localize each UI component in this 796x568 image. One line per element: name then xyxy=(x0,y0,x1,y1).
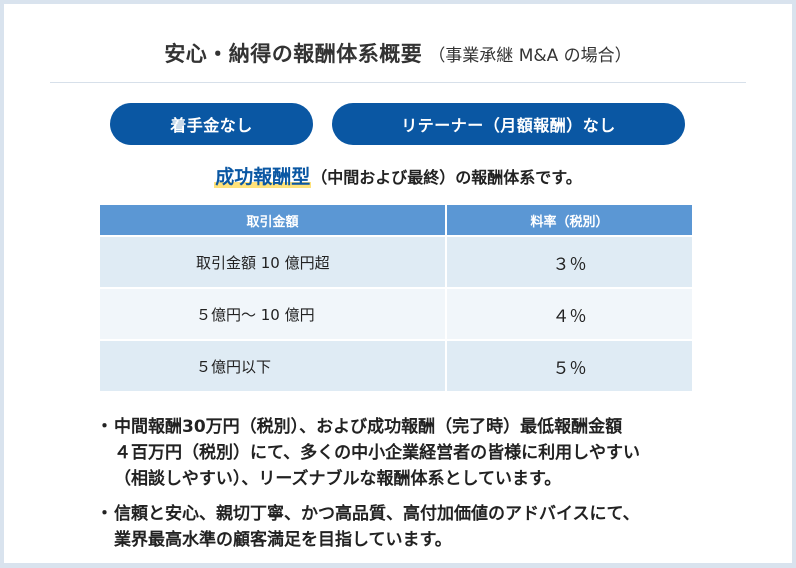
fee-type-rest: （中間および最終）の報酬体系です。 xyxy=(311,168,582,187)
rate-cell: ３％ xyxy=(447,237,692,287)
pill-label: リテーナー（月額報酬）なし xyxy=(401,116,616,135)
note-item: ・ 中間報酬30万円（税別）、および成功報酬（完了時）最低報酬金額 ４百万円（税… xyxy=(96,414,736,492)
pill-label: 着手金なし xyxy=(170,116,253,135)
note-line: 業界最高水準の顧客満足を目指しています。 xyxy=(114,530,452,550)
title-divider xyxy=(50,82,746,83)
amount-cell: ５億円～ 10 億円 xyxy=(100,289,445,339)
rate-cell: ４％ xyxy=(447,289,692,339)
no-initial-fee-badge: 着手金なし xyxy=(110,103,313,145)
fee-type-statement: 成功報酬型（中間および最終）の報酬体系です。 xyxy=(4,162,792,189)
bullet-icon: ・ xyxy=(96,417,113,437)
column-header-amount: 取引金額 xyxy=(100,205,445,235)
rate-cell: ５％ xyxy=(447,341,692,391)
table-row: 取引金額 10 億円超 ３％ xyxy=(100,237,692,287)
fee-rate-table: 取引金額 料率（税別） 取引金額 10 億円超 ３％ ５億円～ 10 億円 ４％… xyxy=(98,203,694,393)
title-subtitle: （事業承継 M&A の場合） xyxy=(428,46,632,66)
table-header-row: 取引金額 料率（税別） xyxy=(100,205,692,235)
note-line: （相談しやすい）、リーズナブルな報酬体系としています。 xyxy=(114,469,562,489)
table-row: ５億円～ 10 億円 ４％ xyxy=(100,289,692,339)
table-row: ５億円以下 ５％ xyxy=(100,341,692,391)
note-text: 信頼と安心、親切丁寧、かつ高品質、高付加価値のアドバイスにて、 業界最高水準の顧… xyxy=(114,501,736,553)
note-line: 信頼と安心、親切丁寧、かつ高品質、高付加価値のアドバイスにて、 xyxy=(114,504,640,524)
note-text: 中間報酬30万円（税別）、および成功報酬（完了時）最低報酬金額 ４百万円（税別）… xyxy=(114,414,736,492)
amount-cell: 取引金額 10 億円超 xyxy=(100,237,445,287)
column-header-rate: 料率（税別） xyxy=(447,205,692,235)
title-main: 安心・納得の報酬体系概要 xyxy=(164,42,423,66)
bullet-icon: ・ xyxy=(96,504,113,524)
no-retainer-badge: リテーナー（月額報酬）なし xyxy=(332,103,685,145)
success-fee-highlight: 成功報酬型 xyxy=(214,166,312,188)
amount-cell: ５億円以下 xyxy=(100,341,445,391)
note-line: 中間報酬30万円（税別）、および成功報酬（完了時）最低報酬金額 xyxy=(114,417,623,437)
note-line: ４百万円（税別）にて、多くの中小企業経営者の皆様に利用しやすい xyxy=(114,443,640,463)
note-item: ・ 信頼と安心、親切丁寧、かつ高品質、高付加価値のアドバイスにて、 業界最高水準… xyxy=(96,501,736,553)
notes-list: ・ 中間報酬30万円（税別）、および成功報酬（完了時）最低報酬金額 ４百万円（税… xyxy=(96,414,736,562)
page-title: 安心・納得の報酬体系概要 （事業承継 M&A の場合） xyxy=(4,38,792,68)
fee-overview-card: 安心・納得の報酬体系概要 （事業承継 M&A の場合） 着手金なし リテーナー（月… xyxy=(4,4,792,563)
